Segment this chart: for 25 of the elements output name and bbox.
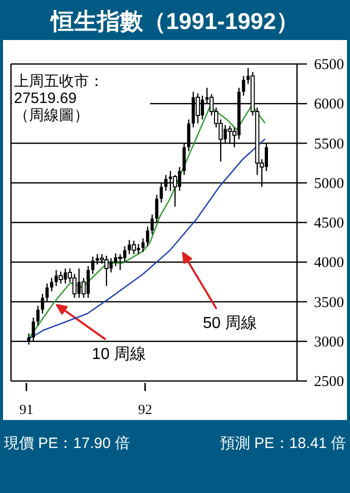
candlestick [242,75,246,96]
y-tick-label: 4000 [314,255,344,272]
candlestick [132,240,136,255]
y-tick-label: 5500 [314,136,344,152]
y-tick-label: 3500 [314,294,344,311]
annotation: 50 周線 [202,315,258,332]
y-tick-label: 2500 [314,374,344,390]
text: 現價 PE：17.90 倍 [4,435,130,452]
y-tick-label: 5000 [314,176,344,192]
candlestick [36,305,40,326]
candlestick [72,273,77,298]
y-tick-label: 6000 [314,96,344,113]
candlestick [58,271,63,284]
x-tick-label: 91 [19,403,34,418]
y-tick-label: 4500 [314,216,344,232]
candlestick [141,238,145,252]
candlestick [50,277,54,292]
text: 預測 PE：18.41 倍 [220,435,346,452]
y-tick-label: 6500 [314,57,344,73]
annotation: 上周五收市： 27519.69 （周線圖） [14,73,104,124]
chart-title: 恒生指數（1991-1992） [49,8,299,34]
annotation: 10 周線 [92,346,146,363]
candlestick [146,226,150,247]
x-tick-label: 92 [138,403,152,418]
y-tick-label: 3000 [314,334,344,350]
